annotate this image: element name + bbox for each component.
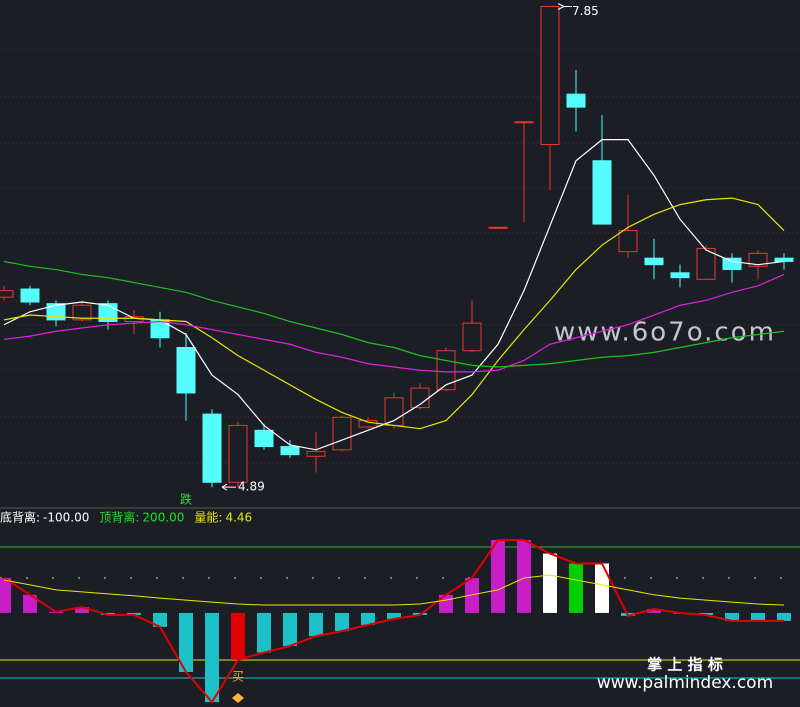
icon [232,693,244,703]
bar [595,563,609,613]
candle-body [332,416,352,451]
candle-body [228,424,248,483]
bar [543,553,557,613]
high-label: 7.85 [572,4,599,18]
annotation: 跌 [180,492,192,507]
bar [0,577,11,613]
candle-body [488,226,508,229]
candle-body [696,247,716,280]
candle-body [566,93,586,108]
candle-body [176,346,196,394]
candle-body [670,272,690,279]
low-label: 4.89 [238,480,265,494]
bar [335,612,349,632]
candle-body [644,257,664,266]
arrow [557,3,572,10]
candle-body [592,160,612,225]
bar [725,612,739,621]
bar [491,540,505,613]
brand-url: www.palmindex.com [597,673,773,693]
candle-body [72,304,92,321]
ma-line [3,273,785,373]
bar [179,612,193,673]
bar [309,612,323,637]
bar [517,540,531,613]
watermark: www.6o7o.com [554,318,776,348]
bar [777,612,791,621]
candle-body [514,121,534,124]
candle-body [462,322,482,352]
indicator-value: 200.00 [142,511,184,525]
indicator-value: -100.00 [43,511,89,525]
candle-body [254,429,274,448]
candle-body [618,230,638,253]
ma-line [3,197,785,430]
candle-body [774,257,794,262]
ma-line [3,260,785,368]
bar [569,563,583,613]
candle-body [436,350,456,391]
bar [361,612,375,625]
indicator-name: 底背离: [0,510,40,525]
bar [751,612,765,621]
bar [231,612,245,660]
brand: 掌 上 指 标 [647,656,723,674]
indicator-line [3,539,784,704]
indicator-value: 4.46 [225,511,252,525]
indicator-line [3,574,785,606]
bar [283,612,297,646]
bar [75,607,89,613]
bar [465,577,479,613]
annotation: 买 [232,670,244,684]
bar [257,612,271,653]
candle-body [358,420,378,428]
bar [205,612,219,703]
bar [647,608,661,613]
candle-body [306,450,326,457]
candle-body [20,288,40,303]
candle-body [722,257,742,271]
candle-body [280,446,300,456]
grid [0,49,800,464]
indicator-name: 顶背离: [99,510,139,525]
candle-body [748,252,768,267]
candle-body [384,397,404,426]
bar [387,612,401,619]
indicator-name: 量能: [194,511,222,525]
candle-body [202,413,222,483]
candle-body [0,290,14,298]
candle-body [540,5,560,146]
bar [23,594,37,613]
arrow [221,483,236,491]
bar [153,612,167,627]
